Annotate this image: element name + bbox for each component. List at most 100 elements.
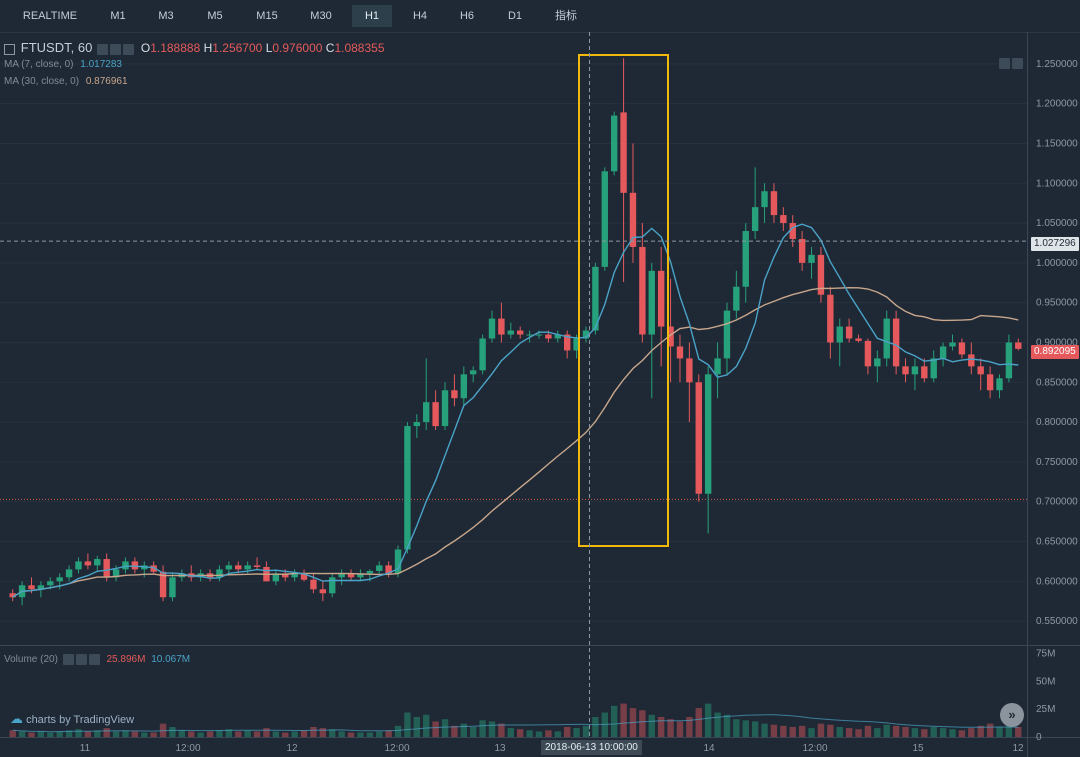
volume-bar xyxy=(986,723,994,737)
volume-bar xyxy=(188,731,195,737)
candle-body xyxy=(620,112,627,193)
candle-body xyxy=(131,561,139,570)
candle-body xyxy=(601,171,608,267)
settings-icon[interactable] xyxy=(75,654,87,665)
volume-bar xyxy=(1005,724,1013,737)
volume-bar xyxy=(470,726,477,737)
candle-body xyxy=(592,266,599,331)
price-axis-label: 0.850000 xyxy=(1036,377,1078,388)
candle-body xyxy=(75,561,82,570)
candle-body xyxy=(103,559,110,578)
high-label: H xyxy=(203,41,213,55)
candle-body xyxy=(714,358,721,375)
ma30-value: 0.876961 xyxy=(85,76,128,87)
download-icon[interactable] xyxy=(999,58,1010,70)
price-axis-label: 0.900000 xyxy=(1036,337,1078,348)
candle-body xyxy=(770,191,778,216)
collapse-icon[interactable] xyxy=(4,43,15,55)
candle-body xyxy=(845,326,853,339)
ma30-label: MA (30, close, 0) xyxy=(4,76,80,87)
volume-bar xyxy=(563,726,571,737)
candle-body xyxy=(385,565,392,574)
volume-bar xyxy=(460,723,468,737)
crosshair-time-tag: 2018-06-13 10:00:00 xyxy=(541,740,642,755)
volume-value-2: 10.067M xyxy=(151,654,191,666)
volume-bar xyxy=(911,728,919,737)
tab-m15[interactable]: M15 xyxy=(256,10,278,22)
tradingview-branding[interactable]: ☁ charts by TradingView xyxy=(10,711,134,727)
volume-legend: Volume (20) 25.896M 10.067M xyxy=(4,654,190,665)
volume-bar xyxy=(742,720,749,737)
candle-body xyxy=(855,338,862,341)
volume-bar xyxy=(253,731,261,737)
volume-bar xyxy=(338,731,345,737)
candle-body xyxy=(300,573,308,580)
volume-bar xyxy=(798,725,806,737)
tab-m3[interactable]: M3 xyxy=(158,10,174,22)
settings-icon[interactable] xyxy=(110,43,122,55)
volume-bar xyxy=(808,728,815,737)
scroll-to-realtime-button[interactable]: » xyxy=(1000,703,1024,727)
candle-body xyxy=(498,318,505,335)
tab-m30[interactable]: M30 xyxy=(310,10,332,22)
eye-icon[interactable] xyxy=(62,654,74,665)
tab-m1[interactable]: M1 xyxy=(110,10,126,22)
close-icon[interactable] xyxy=(123,43,135,55)
eye-icon[interactable] xyxy=(97,43,109,55)
volume-bar xyxy=(103,728,110,737)
low-value: 0.976000 xyxy=(272,41,323,55)
volume-bar xyxy=(112,731,120,737)
tab-d1[interactable]: D1 xyxy=(507,10,523,22)
volume-bar xyxy=(197,732,204,737)
volume-axis-label: 50M xyxy=(1036,676,1055,687)
volume-bar xyxy=(958,730,966,737)
volume-bar xyxy=(169,726,176,737)
volume-bar xyxy=(404,712,411,737)
tab-h4[interactable]: H4 xyxy=(412,10,428,22)
time-axis-label: 15 xyxy=(912,743,924,754)
close-icon[interactable] xyxy=(88,654,100,665)
candle-body xyxy=(676,346,684,359)
volume-bar xyxy=(855,729,862,737)
candle-body xyxy=(488,318,496,339)
candle-body xyxy=(56,577,63,582)
tab-indicators[interactable]: 指标 xyxy=(555,10,577,22)
volume-bar xyxy=(300,730,308,737)
candle-body xyxy=(347,573,355,578)
upload-icon[interactable] xyxy=(1012,58,1023,70)
volume-bar xyxy=(864,725,872,737)
volume-bar xyxy=(18,731,26,737)
tab-h1[interactable]: H1 xyxy=(352,5,392,27)
candle-body xyxy=(573,338,580,351)
volume-bar xyxy=(385,730,392,737)
tab-realtime[interactable]: REALTIME xyxy=(22,10,78,22)
volume-bar xyxy=(761,723,768,737)
low-label: L xyxy=(265,41,273,55)
volume-bar xyxy=(902,726,909,737)
candle-body xyxy=(9,593,16,598)
volume-bar xyxy=(836,726,843,737)
volume-bar xyxy=(592,716,599,737)
volume-bar xyxy=(939,728,947,737)
candle-body xyxy=(780,215,787,224)
volume-bar xyxy=(695,708,702,737)
candle-body xyxy=(338,573,345,578)
candle-body xyxy=(479,338,486,371)
volume-bar xyxy=(977,725,984,737)
candle-body xyxy=(695,382,702,494)
tab-h6[interactable]: H6 xyxy=(459,10,475,22)
volume-bar xyxy=(347,732,355,737)
price-axis-label: 1.050000 xyxy=(1036,218,1078,229)
volume-bar xyxy=(770,724,778,737)
tab-m5[interactable]: M5 xyxy=(207,10,223,22)
volume-bar xyxy=(610,705,618,737)
volume-bar xyxy=(817,723,825,737)
candle-body xyxy=(949,342,956,347)
candle-body xyxy=(244,565,251,570)
volume-bar xyxy=(930,726,937,737)
ma30-line xyxy=(12,286,1019,598)
candle-body xyxy=(517,330,524,335)
candle-body xyxy=(610,115,618,172)
volume-bar xyxy=(704,703,712,737)
